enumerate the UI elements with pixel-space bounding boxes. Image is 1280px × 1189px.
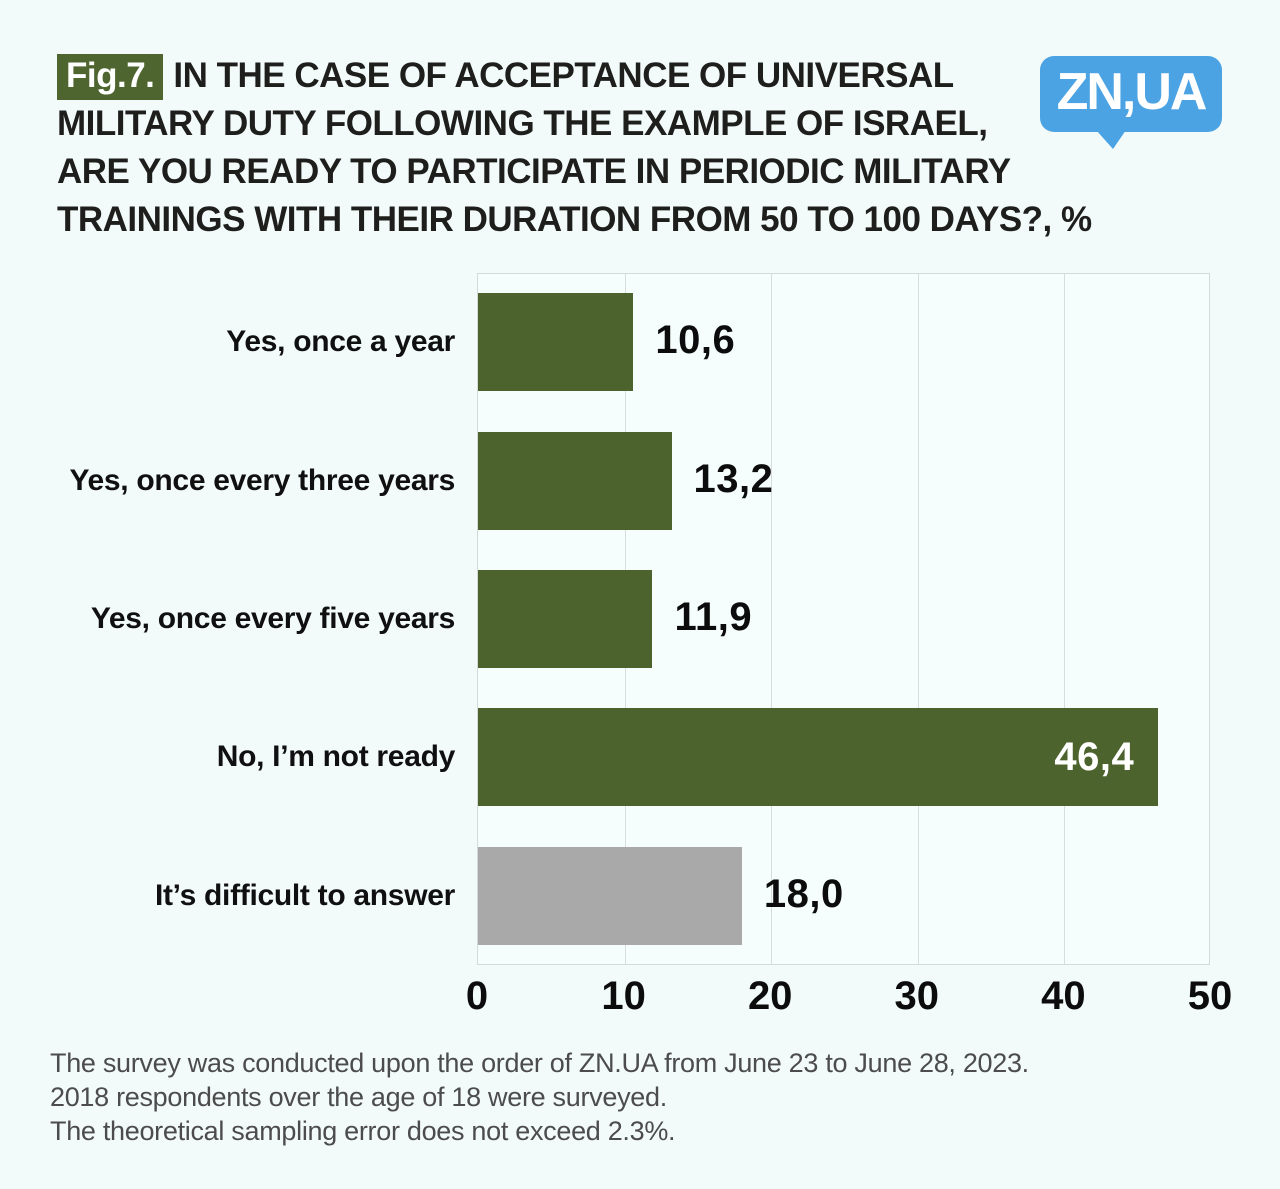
bar: 46,4	[478, 708, 1159, 807]
x-tick-label: 0	[465, 974, 489, 1018]
category-label: Yes, once every five years	[90, 601, 455, 635]
x-tick-label: 20	[747, 974, 793, 1018]
gridline-40	[1064, 274, 1066, 964]
bar-row: Yes, once every five years 11,9	[0, 550, 1280, 688]
figure-number-badge: Fig.7.	[57, 54, 164, 100]
title-line-1: Fig.7. IN THE CASE OF ACCEPTANCE OF UNIVE…	[57, 52, 1237, 100]
x-tick-label: 10	[601, 974, 646, 1018]
source-note-line-3: The theoretical sampling error does not …	[50, 1116, 676, 1146]
page-title: Fig.7. IN THE CASE OF ACCEPTANCE OF UNIVE…	[57, 52, 1237, 244]
source-note-line-2: 2018 respondents over the age of 18 were…	[50, 1082, 667, 1112]
bar	[478, 431, 672, 530]
znua-logo-text: ZN,UA	[1056, 63, 1208, 121]
title-line-2: MILITARY DUTY FOLLOWING THE EXAMPLE OF I…	[57, 104, 988, 143]
source-note: The survey was conducted upon the order …	[50, 1046, 1230, 1148]
bar-row: Yes, once every three years 13,2	[0, 411, 1280, 549]
gridline-20	[771, 274, 773, 964]
value-label: 10,6	[655, 318, 736, 363]
value-label: 13,2	[693, 456, 774, 501]
value-label: 11,9	[674, 594, 753, 639]
title-line-3: ARE YOU READY TO PARTICIPATE IN PERIODIC…	[57, 152, 1011, 191]
title-text-1: IN THE CASE OF ACCEPTANCE OF UNIVERSAL	[173, 56, 954, 95]
speech-bubble-tail-icon	[1096, 130, 1126, 149]
category-label: It’s difficult to answer	[154, 878, 455, 912]
bar-row: No, I’m not ready 46,4	[0, 688, 1280, 826]
category-label: Yes, once every three years	[69, 463, 455, 497]
znua-logo: ZN,UA	[1040, 56, 1222, 149]
bar-row: Yes, once a year 10,6	[0, 273, 1280, 411]
bar-rows: Yes, once a year 10,6 Yes, once every thre…	[0, 273, 1280, 965]
category-label: No, I’m not ready	[216, 740, 456, 774]
x-tick-label: 50	[1187, 974, 1233, 1018]
value-label: 18,0	[763, 871, 844, 916]
x-axis: 0 10 20 30 40 50	[466, 974, 1232, 1020]
bar-row: It’s difficult to answer 18,0	[0, 827, 1280, 965]
x-tick-label: 30	[894, 974, 940, 1018]
bar	[478, 293, 634, 392]
x-tick-label: 40	[1041, 974, 1086, 1018]
gridline-30	[917, 274, 919, 964]
value-label: 46,4	[1054, 734, 1135, 779]
bar	[478, 569, 653, 668]
category-label: Yes, once a year	[226, 325, 455, 359]
source-note-line-1: The survey was conducted upon the order …	[50, 1048, 1029, 1078]
bar	[478, 846, 742, 945]
title-line-4: TRAININGS WITH THEIR DURATION FROM 50 TO…	[57, 200, 1092, 239]
